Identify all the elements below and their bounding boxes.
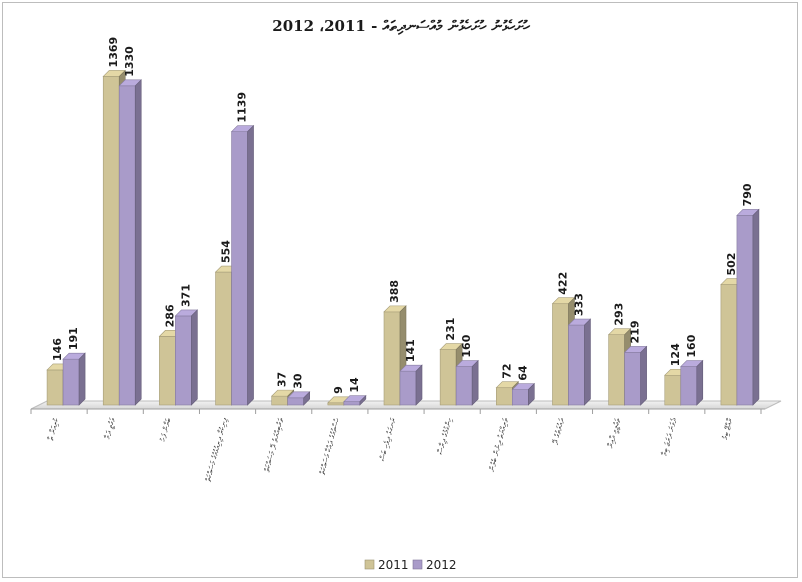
bar-2012-12	[680, 359, 704, 406]
legend-swatch-2012	[412, 559, 423, 570]
value-label-2011-2: 1369	[107, 37, 120, 68]
value-label-2012-13: 790	[741, 183, 754, 206]
bar-2012-1	[62, 352, 86, 406]
legend-label-2011: 2011	[378, 558, 409, 572]
category-label-11: ތަޢުލީމީ ދާއިރާ	[606, 417, 624, 449]
bar-2012-5	[286, 391, 311, 406]
value-label-2011-3: 286	[163, 304, 176, 327]
value-label-2011-10: 422	[556, 272, 569, 295]
chart-title: ހުށަހެޅުނު ހުށަހެޅުން މުއްސަނދިތައް - 20…	[272, 17, 531, 35]
bar-chart: ހުށަހެޅުނު ހުށަހެޅުން މުއްސަނދިތައް - 20…	[30, 17, 782, 572]
value-label-2011-13: 502	[725, 253, 738, 276]
legend-swatch-2011	[364, 559, 375, 570]
category-label-9: ތަރިއްޔަތު ދިނުން ބެލުން	[487, 417, 510, 473]
value-label-2012-2: 1330	[123, 46, 136, 77]
bar-2012-8	[455, 359, 479, 406]
bar-2012-13	[736, 208, 760, 406]
value-label-2012-9: 64	[516, 365, 529, 381]
value-label-2012-6: 14	[348, 377, 361, 393]
category-label-4: ފިނިކުރާ ދިރިއުޅުމުގެ މަސައްކަތް	[204, 417, 230, 483]
value-label-2012-3: 371	[179, 284, 192, 307]
bar-2012-3	[174, 309, 199, 406]
value-label-2012-10: 333	[572, 293, 585, 316]
category-label-10: ދައުލަތުގެ ދޭ	[551, 417, 567, 446]
bar-2012-11	[623, 345, 648, 406]
category-label-5: ތަރުބިއްޔަތު ދޭ މަސައްކަތް	[263, 417, 286, 473]
value-label-2011-4: 554	[220, 240, 233, 263]
category-label-3: ބަޔާން ފަހު	[158, 417, 173, 443]
bar-2012-9	[511, 382, 536, 406]
category-labels-group: ކުރިއަރާ ތާ ވަގުތީ ދަމާ ބަޔާން ފަހު ފިނިކުރ…	[46, 416, 735, 482]
bar-2012-7	[399, 364, 423, 406]
value-label-2011-8: 231	[444, 318, 457, 341]
category-label-12: ދެވަނަ ދަރަޖަ ބިމާ	[660, 417, 679, 457]
category-label-6: ހުސްވުމުގެ ދައްކާ މަސައްކަތް	[318, 417, 342, 476]
legend-item-2012: 2012	[412, 558, 457, 572]
value-label-2012-11: 219	[629, 320, 642, 343]
legend: 2011 2012	[364, 558, 457, 572]
category-label-7: ރަނގަޅު ދިވެހި ބަސް	[378, 417, 398, 463]
category-label-2: ވަގުތީ ދަމާ	[103, 416, 118, 440]
value-label-2012-7: 141	[404, 339, 417, 362]
value-label-2011-7: 388	[388, 280, 401, 303]
legend-item-2011: 2011	[364, 558, 409, 572]
value-label-2011-6: 9	[332, 386, 345, 394]
value-label-2012-5: 30	[292, 373, 305, 389]
bar-2012-2	[118, 79, 142, 406]
bar-2012-6	[343, 394, 367, 406]
category-label-13: ރާއްޖޭ ބިމު	[720, 417, 734, 441]
category-label-8: ހިންގުމުގެ ދިރާސާ	[436, 417, 454, 456]
value-label-2011-5: 37	[276, 372, 289, 387]
value-label-2011-9: 72	[500, 363, 513, 378]
bar-2012-10	[567, 318, 592, 406]
value-label-2011-12: 124	[669, 343, 682, 366]
bars-group	[46, 69, 760, 406]
value-label-2012-1: 191	[67, 327, 80, 350]
value-label-2011-11: 293	[613, 303, 626, 326]
value-label-2012-4: 1139	[236, 92, 249, 123]
value-label-2012-12: 160	[685, 334, 698, 357]
legend-label-2012: 2012	[426, 558, 457, 572]
category-label-1: ކުރިއަރާ ތާ	[46, 417, 61, 442]
bar-2012-4	[230, 124, 255, 406]
value-label-2012-8: 160	[460, 334, 473, 357]
value-label-2011-1: 146	[51, 338, 64, 361]
